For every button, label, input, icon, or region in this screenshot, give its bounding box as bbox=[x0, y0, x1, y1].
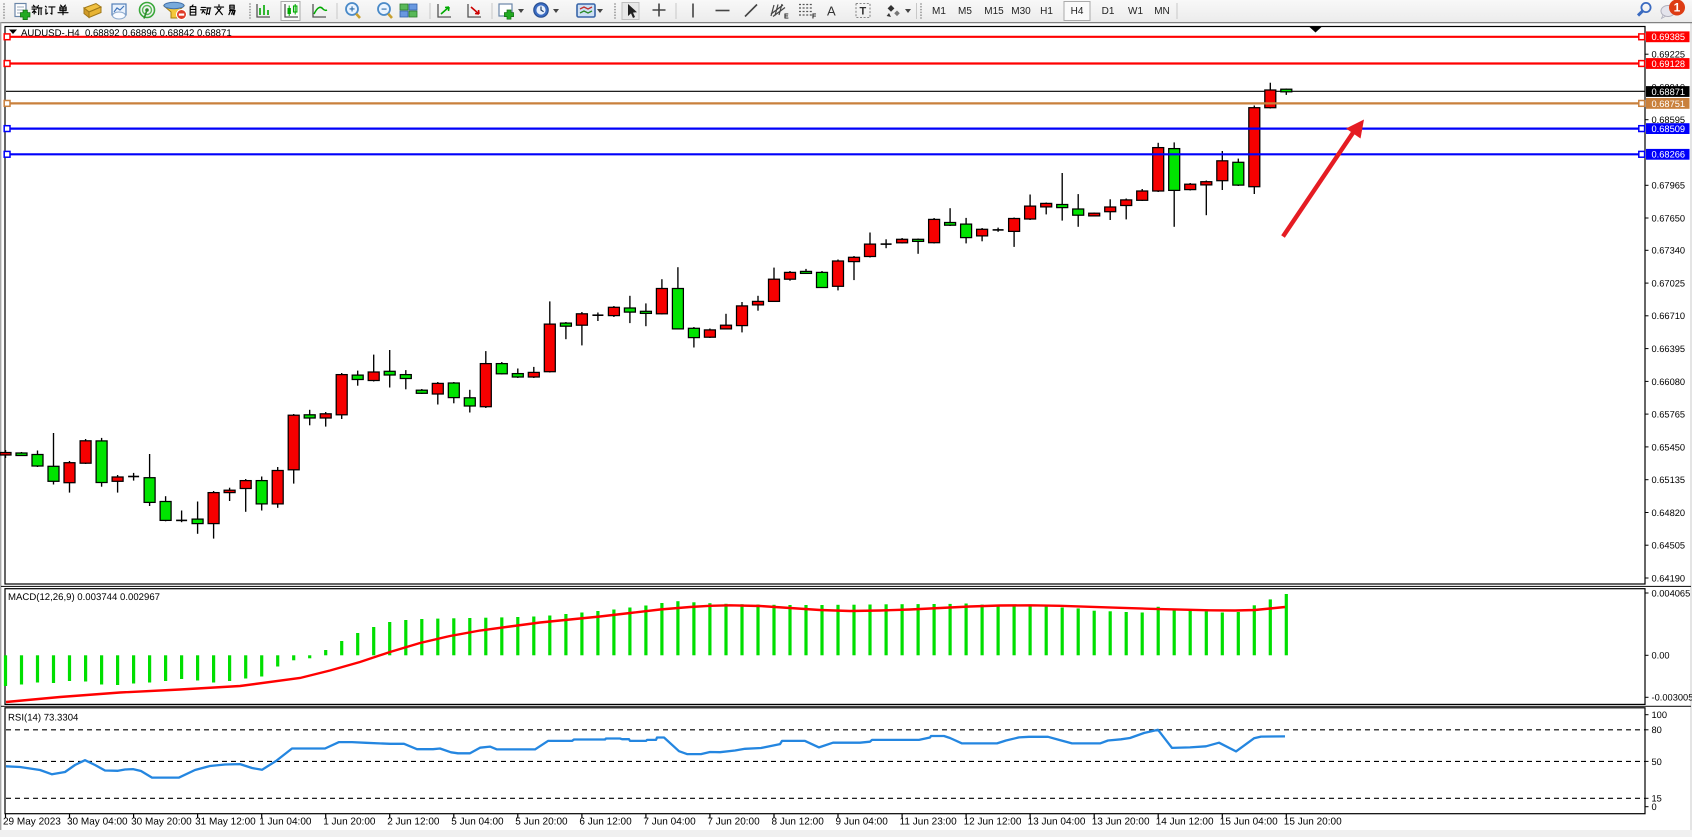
svg-text:0.67340: 0.67340 bbox=[1652, 246, 1686, 256]
svg-text:0.67965: 0.67965 bbox=[1652, 181, 1686, 191]
svg-text:0.68871: 0.68871 bbox=[1652, 87, 1686, 97]
svg-text:0.64820: 0.64820 bbox=[1652, 508, 1686, 518]
svg-text:M15: M15 bbox=[984, 6, 1004, 17]
svg-text:8 Jun 12:00: 8 Jun 12:00 bbox=[772, 817, 825, 828]
svg-text:MN: MN bbox=[1154, 6, 1170, 17]
svg-text:0.00: 0.00 bbox=[1652, 651, 1670, 661]
svg-text:0.69385: 0.69385 bbox=[1652, 32, 1686, 42]
svg-text:15: 15 bbox=[1652, 794, 1662, 804]
svg-text:H4: H4 bbox=[1071, 6, 1084, 17]
svg-text:0.69128: 0.69128 bbox=[1652, 59, 1686, 69]
svg-text:100: 100 bbox=[1652, 710, 1668, 720]
svg-text:1 Jun 04:00: 1 Jun 04:00 bbox=[259, 817, 312, 828]
svg-text:29 May 2023: 29 May 2023 bbox=[3, 817, 61, 828]
svg-text:30 May 04:00: 30 May 04:00 bbox=[67, 817, 128, 828]
svg-text:-0.003005: -0.003005 bbox=[1652, 693, 1692, 703]
svg-text:0.66710: 0.66710 bbox=[1652, 311, 1686, 321]
svg-text:80: 80 bbox=[1652, 725, 1662, 735]
svg-text:7 Jun 04:00: 7 Jun 04:00 bbox=[643, 817, 696, 828]
svg-text:11 Jun 23:00: 11 Jun 23:00 bbox=[900, 817, 958, 828]
svg-text:0.64190: 0.64190 bbox=[1652, 573, 1686, 583]
svg-text:+: + bbox=[349, 5, 355, 16]
svg-text:15 Jun 04:00: 15 Jun 04:00 bbox=[1220, 817, 1278, 828]
svg-text:1 Jun 20:00: 1 Jun 20:00 bbox=[323, 817, 376, 828]
svg-text:0.66395: 0.66395 bbox=[1652, 344, 1686, 354]
svg-text:0.64505: 0.64505 bbox=[1652, 541, 1686, 551]
svg-text:0: 0 bbox=[1652, 802, 1657, 812]
svg-text:14 Jun 12:00: 14 Jun 12:00 bbox=[1156, 817, 1214, 828]
svg-text:D1: D1 bbox=[1102, 6, 1115, 17]
svg-text:13 Jun 04:00: 13 Jun 04:00 bbox=[1028, 817, 1086, 828]
svg-text:RSI(14) 73.3304: RSI(14) 73.3304 bbox=[8, 713, 79, 724]
svg-text:5 Jun 04:00: 5 Jun 04:00 bbox=[451, 817, 504, 828]
svg-text:0.65450: 0.65450 bbox=[1652, 442, 1686, 452]
svg-text:W1: W1 bbox=[1128, 6, 1143, 17]
svg-text:6 Jun 12:00: 6 Jun 12:00 bbox=[579, 817, 632, 828]
svg-text:0.67650: 0.67650 bbox=[1652, 213, 1686, 223]
svg-text:AUDUSD-.H4 0.68892 0.68896 0.: AUDUSD-.H4 0.68892 0.68896 0.68842 0.688… bbox=[21, 28, 232, 39]
svg-text:M1: M1 bbox=[932, 6, 946, 17]
svg-text:0.68751: 0.68751 bbox=[1652, 99, 1686, 109]
svg-text:7 Jun 20:00: 7 Jun 20:00 bbox=[707, 817, 760, 828]
svg-text:0.68266: 0.68266 bbox=[1652, 150, 1686, 160]
svg-text:5 Jun 20:00: 5 Jun 20:00 bbox=[515, 817, 568, 828]
svg-text:9 Jun 04:00: 9 Jun 04:00 bbox=[836, 817, 889, 828]
svg-text:MACD(12,26,9) 0.003744 0.00296: MACD(12,26,9) 0.003744 0.002967 bbox=[8, 592, 160, 603]
svg-text:F: F bbox=[812, 14, 817, 21]
svg-text:0.004065: 0.004065 bbox=[1652, 588, 1691, 598]
svg-text:E: E bbox=[784, 14, 789, 21]
svg-text:15 Jun 20:00: 15 Jun 20:00 bbox=[1284, 817, 1342, 828]
svg-text:31 May 12:00: 31 May 12:00 bbox=[195, 817, 256, 828]
svg-text:0.66080: 0.66080 bbox=[1652, 377, 1686, 387]
svg-text:13 Jun 20:00: 13 Jun 20:00 bbox=[1092, 817, 1150, 828]
svg-text:50: 50 bbox=[1652, 757, 1662, 767]
svg-text:30 May 20:00: 30 May 20:00 bbox=[131, 817, 192, 828]
svg-text:M5: M5 bbox=[958, 6, 972, 17]
svg-text:12 Jun 12:00: 12 Jun 12:00 bbox=[964, 817, 1022, 828]
svg-text:0.67025: 0.67025 bbox=[1652, 279, 1686, 289]
svg-text:0.65135: 0.65135 bbox=[1652, 475, 1686, 485]
svg-text:2 Jun 12:00: 2 Jun 12:00 bbox=[387, 817, 440, 828]
svg-text:0.68509: 0.68509 bbox=[1652, 124, 1686, 134]
svg-text:H1: H1 bbox=[1040, 6, 1053, 17]
svg-text:−: − bbox=[381, 5, 387, 16]
svg-text:0.68595: 0.68595 bbox=[1652, 115, 1686, 125]
svg-text:T: T bbox=[860, 6, 867, 18]
svg-text:A: A bbox=[827, 4, 836, 19]
svg-text:0.69225: 0.69225 bbox=[1652, 50, 1686, 60]
svg-text:M30: M30 bbox=[1011, 6, 1031, 17]
svg-text:0.65765: 0.65765 bbox=[1652, 410, 1686, 420]
svg-text:1: 1 bbox=[1674, 1, 1681, 15]
